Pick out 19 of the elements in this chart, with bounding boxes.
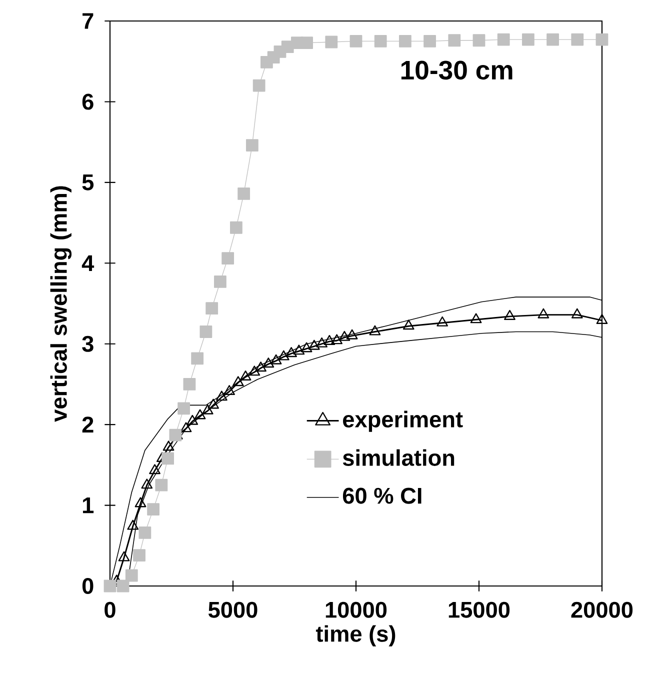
annotation: 10-30 cm (401, 60, 512, 80)
y-tick-label: 5 (82, 174, 94, 190)
y-tick-label: 1 (82, 497, 94, 514)
legend-label: 60 % CI (342, 488, 422, 504)
legend-label: simulation (342, 449, 454, 466)
legend-label: experiment (343, 410, 463, 432)
x-tick-label: 20000 (571, 602, 633, 618)
x-axis-title: time (s) (316, 625, 396, 646)
x-tick-label: 5000 (208, 602, 258, 618)
y-tick-label: 4 (82, 255, 94, 271)
x-tick-label: 10000 (326, 602, 387, 618)
y-tick-label: 0 (82, 578, 94, 594)
x-tick-label: 0 (104, 602, 116, 618)
y-tick-label: 3 (82, 336, 94, 352)
y-tick-label: 6 (82, 94, 94, 110)
y-axis-title: vertical swelling (mm) (50, 186, 72, 422)
y-tick-label: 7 (82, 13, 94, 29)
x-tick-label: 15000 (448, 602, 510, 618)
y-tick-label: 2 (82, 416, 94, 432)
